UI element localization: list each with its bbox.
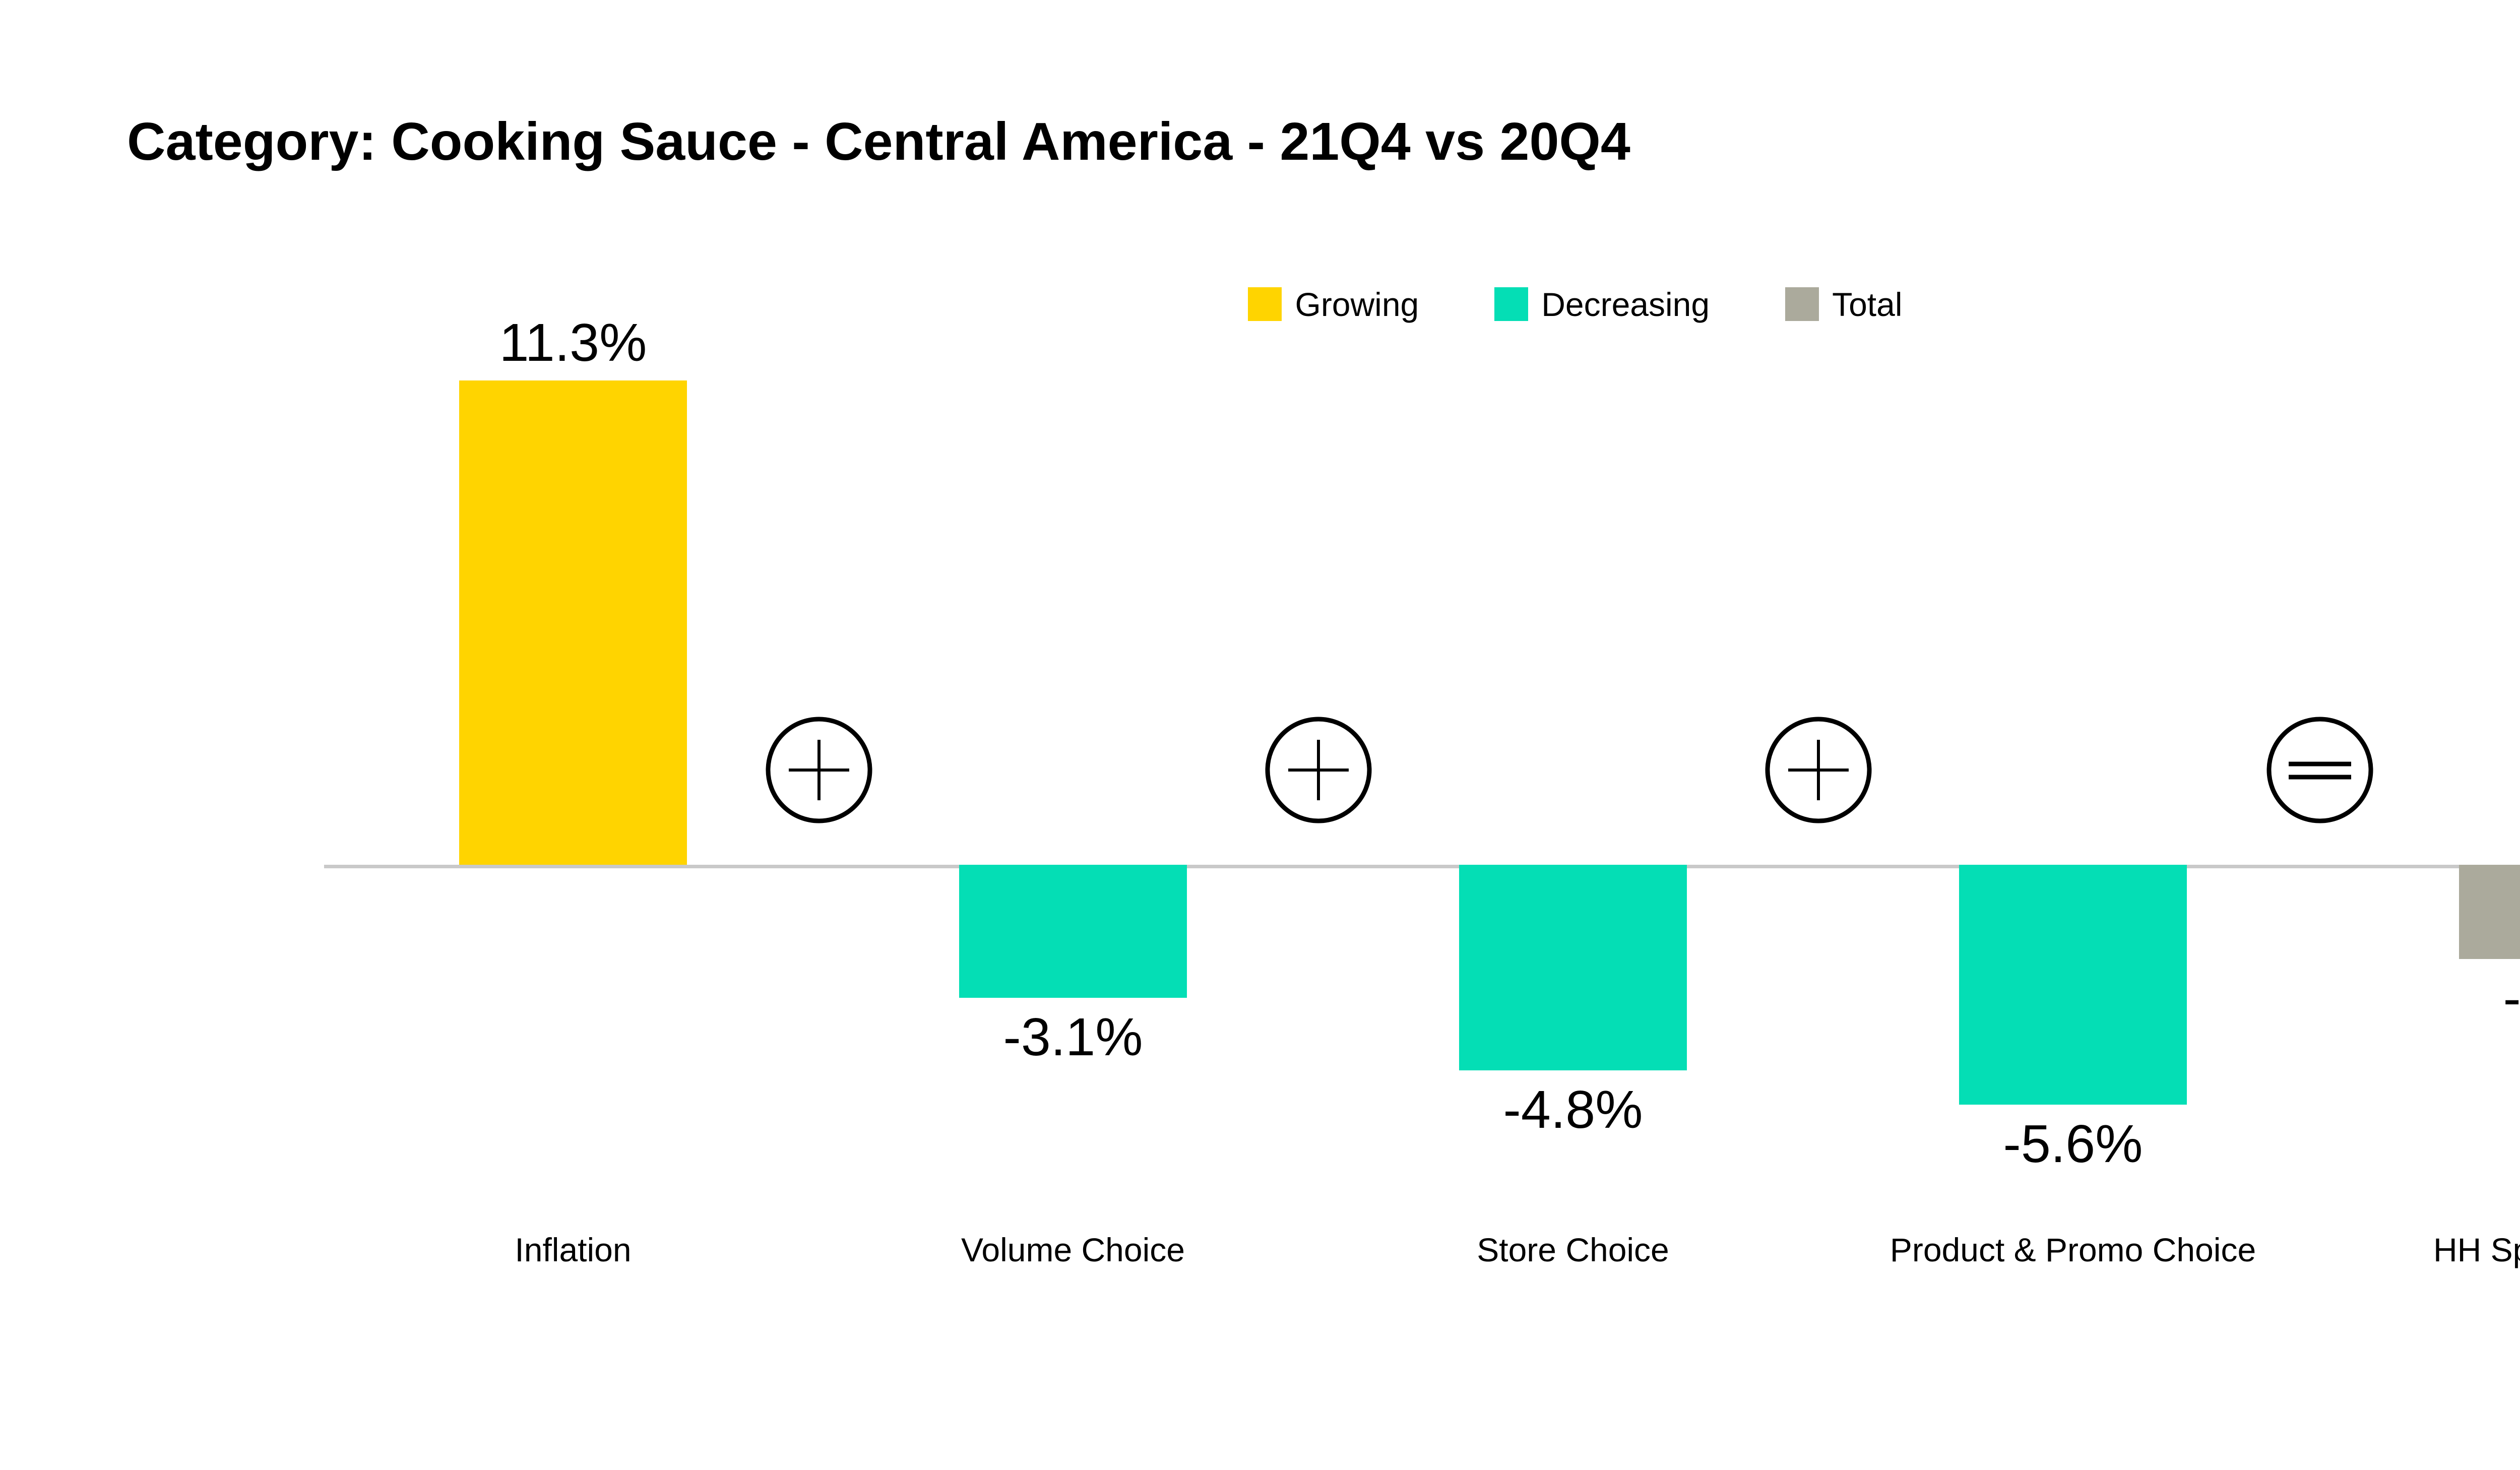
value-label-inflation: 11.3% <box>499 313 647 372</box>
bar-product-promo-choice <box>1959 865 2187 1105</box>
bar-hh-spend-change <box>2459 865 2520 959</box>
legend-label: Total <box>1832 285 1903 323</box>
value-label-store-choice: -4.8% <box>1503 1080 1643 1139</box>
value-label-volume-choice: -3.1% <box>1003 1007 1143 1067</box>
category-label-inflation: Inflation <box>515 1231 632 1268</box>
x-axis-baseline <box>324 865 2520 868</box>
category-label-volume-choice: Volume Choice <box>961 1231 1185 1268</box>
plus-circle-icon <box>1265 717 1372 823</box>
legend-item-growing: Growing <box>1248 287 1419 321</box>
page-title: Category: Cooking Sauce - Central Americ… <box>127 112 1630 171</box>
bar-inflation <box>459 380 687 865</box>
legend-swatch-growing <box>1248 287 1282 321</box>
equals-circle-icon <box>2266 717 2373 823</box>
legend-swatch-total <box>1785 287 1819 321</box>
plus-circle-icon <box>1765 717 1872 823</box>
bar-volume-choice <box>959 865 1187 998</box>
legend-item-total: Total <box>1785 285 1903 323</box>
legend-label: Decreasing <box>1541 285 1710 323</box>
bar-store-choice <box>1459 865 1687 1070</box>
legend-swatch-decreasing <box>1494 287 1529 321</box>
chart-legend: Growing Decreasing Total <box>324 287 2520 321</box>
plus-circle-icon <box>766 717 872 823</box>
legend-label: Growing <box>1295 285 1419 323</box>
category-label-hh-spend-change: HH Spend Change <box>2433 1231 2520 1268</box>
legend-item-decreasing: Decreasing <box>1494 287 1710 321</box>
category-label-product-promo-choice: Product & Promo Choice <box>1889 1231 2256 1268</box>
category-label-store-choice: Store Choice <box>1477 1231 1669 1268</box>
value-label-product-promo-choice: -5.6% <box>2003 1114 2143 1174</box>
value-label-hh-spend-change: -2.2% <box>2503 969 2520 1028</box>
